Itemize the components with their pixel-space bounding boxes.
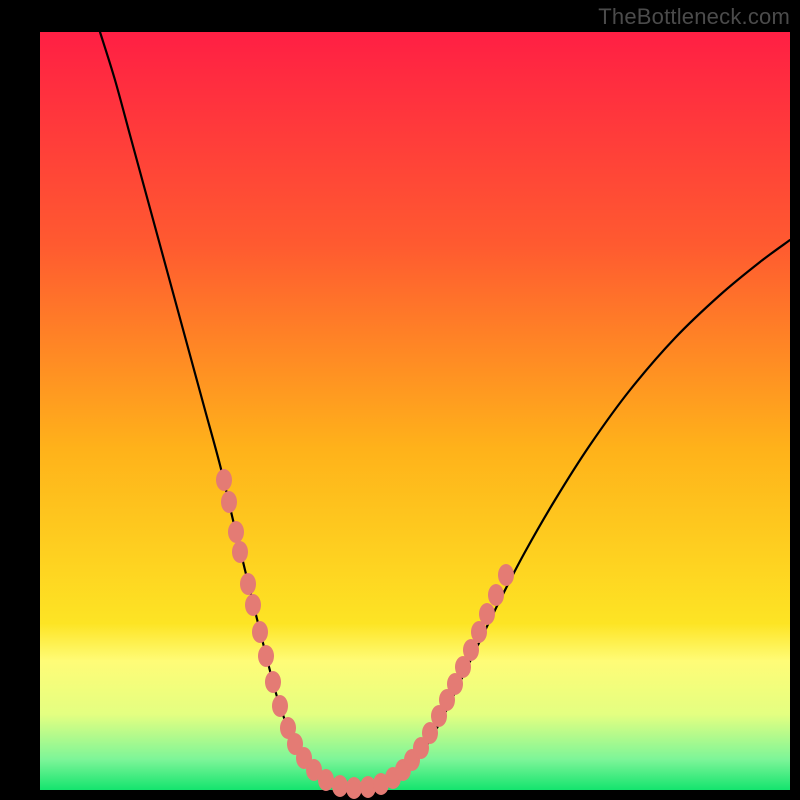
curve-marker [228,521,244,543]
markers-group [216,469,514,799]
curve-marker [498,564,514,586]
curve-marker [265,671,281,693]
curve-marker [221,491,237,513]
curve-marker [240,573,256,595]
chart-svg [0,0,800,800]
curve-marker [479,603,495,625]
curve-marker [258,645,274,667]
curve-marker [488,584,504,606]
curve-marker [245,594,261,616]
bottleneck-curve [100,32,790,789]
curve-marker [232,541,248,563]
curve-marker [318,769,334,791]
curve-marker [272,695,288,717]
curve-marker [216,469,232,491]
curve-marker [346,777,362,799]
curve-marker [332,775,348,797]
curve-marker [252,621,268,643]
